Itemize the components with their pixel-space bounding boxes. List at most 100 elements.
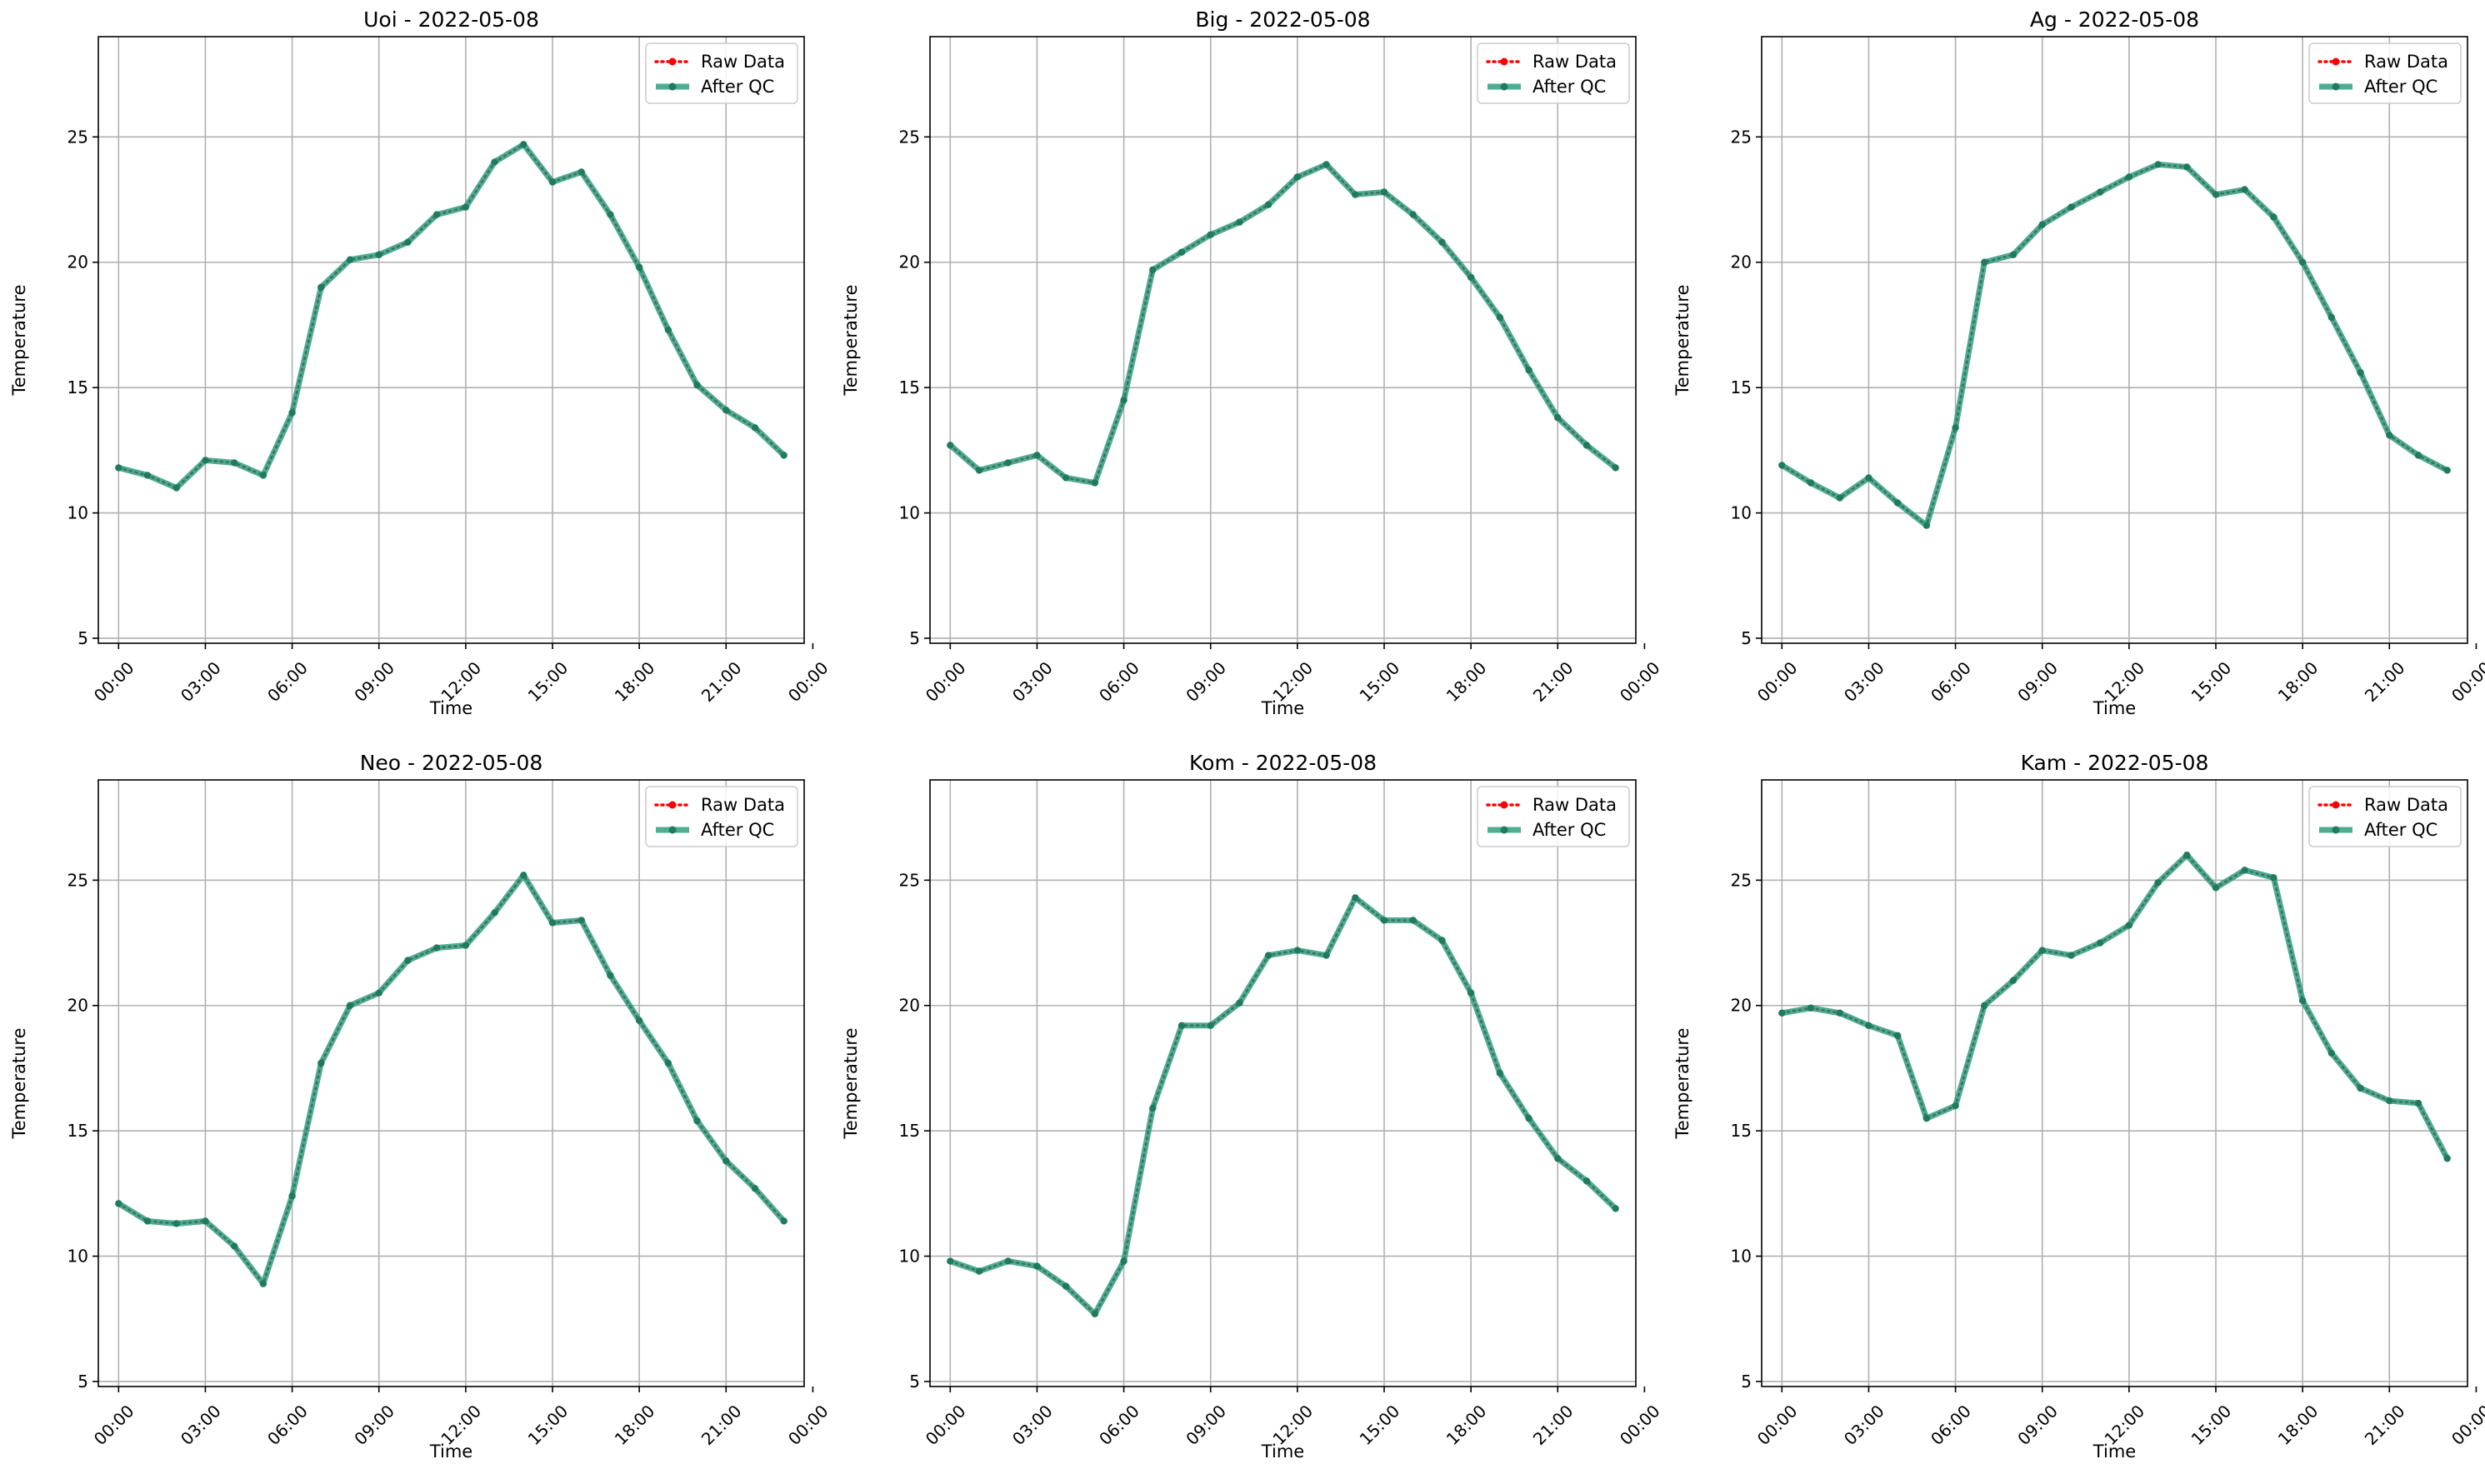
chart-0-xtick-label-0: 00:00 xyxy=(90,657,138,706)
chart-2-point-12 xyxy=(2125,173,2133,181)
chart-3-legend-raw-marker xyxy=(668,801,677,809)
chart-3-point-4 xyxy=(230,1242,238,1250)
chart-1-ytick-label-4: 25 xyxy=(899,127,920,147)
chart-2-legend-raw-label: Raw Data xyxy=(2364,52,2448,72)
chart-5-point-17 xyxy=(2270,874,2278,882)
chart-5-legend-raw-marker xyxy=(2332,801,2340,809)
chart-4-point-19 xyxy=(1496,1069,1504,1077)
chart-1-point-20 xyxy=(1525,366,1532,374)
chart-4-legend-qc-marker xyxy=(1500,826,1508,834)
chart-5-xtick-label-6: 18:00 xyxy=(2274,1401,2322,1449)
chart-1-ylabel: Temperature xyxy=(841,284,861,396)
chart-3-xtick-label-2: 06:00 xyxy=(263,1401,312,1449)
chart-1-frame xyxy=(929,36,1637,644)
chart-0-point-10 xyxy=(404,238,412,246)
chart-3-point-13 xyxy=(491,909,498,917)
chart-2-point-23 xyxy=(2443,467,2451,474)
chart-3-point-15 xyxy=(548,919,557,927)
chart-3-xtick-label-1: 03:00 xyxy=(177,1401,225,1449)
chart-2-xlabel: Time xyxy=(2092,698,2136,718)
chart-2-point-4 xyxy=(1893,499,1902,507)
chart-1-point-1 xyxy=(975,467,983,474)
chart-1-point-23 xyxy=(1612,464,1619,472)
chart-0-legend-qc-label: After QC xyxy=(701,77,774,97)
chart-4-ytick-label-1: 10 xyxy=(899,1247,920,1267)
chart-4-point-23 xyxy=(1612,1205,1619,1212)
chart-3-ytick-label-4: 25 xyxy=(68,870,88,890)
chart-1-point-3 xyxy=(1033,452,1041,459)
chart-4-point-10 xyxy=(1236,999,1243,1007)
chart-3-point-22 xyxy=(751,1185,759,1192)
chart-2-point-11 xyxy=(2096,188,2104,196)
chart-5-xlabel: Time xyxy=(2092,1442,2136,1462)
chart-2-xtick-label-5: 15:00 xyxy=(2188,657,2236,706)
chart-3-point-17 xyxy=(607,972,614,979)
chart-4-point-0 xyxy=(947,1257,954,1265)
chart-2-ytick-label-3: 20 xyxy=(1731,252,1752,272)
chart-3-point-2 xyxy=(172,1220,180,1227)
chart-4-point-15 xyxy=(1380,917,1388,924)
chart-4-legend: Raw Data After QC xyxy=(1477,786,1630,847)
chart-1-point-11 xyxy=(1264,201,1272,208)
chart-4-point-13 xyxy=(1322,952,1330,959)
chart-5-series-raw-overlay xyxy=(1781,853,2448,1160)
chart-3-ytick-label-2: 15 xyxy=(68,1121,88,1141)
chart-2-ytick-label-0: 5 xyxy=(1741,628,1752,648)
chart-2-point-14 xyxy=(2183,163,2191,171)
chart-5-point-18 xyxy=(2298,997,2307,1004)
chart-3-point-8 xyxy=(346,1002,354,1009)
chart-0-point-4 xyxy=(230,459,238,467)
chart-5-legend-qc-label: After QC xyxy=(2364,820,2438,840)
chart-4-point-14 xyxy=(1352,894,1359,902)
chart-0-xlabel: Time xyxy=(429,698,472,718)
chart-1-point-21 xyxy=(1554,414,1562,422)
chart-2-frame xyxy=(1761,36,2468,644)
chart-1-legend-raw-label: Raw Data xyxy=(1532,52,1617,72)
chart-5-point-22 xyxy=(2414,1099,2422,1107)
chart-4-point-18 xyxy=(1467,989,1475,997)
chart-2-title: Ag - 2022-05-08 xyxy=(2030,7,2199,32)
chart-3-point-16 xyxy=(578,917,585,924)
chart-4-frame xyxy=(929,779,1637,1387)
chart-2-xtick-label-1: 03:00 xyxy=(1840,657,1888,706)
chart-3-ytick-label-0: 5 xyxy=(78,1372,88,1392)
chart-1-xtick-label-3: 09:00 xyxy=(1182,657,1230,706)
chart-5-point-6 xyxy=(1952,1102,1959,1110)
chart-0-legend-qc-marker xyxy=(668,82,677,91)
chart-2-point-16 xyxy=(2241,186,2248,193)
chart-0-legend-raw-marker xyxy=(668,57,677,66)
chart-1-point-7 xyxy=(1149,266,1157,273)
chart-0-point-12 xyxy=(462,203,470,211)
chart-2-point-15 xyxy=(2212,191,2220,198)
chart-0-point-3 xyxy=(202,457,209,464)
chart-0-point-18 xyxy=(635,263,643,271)
chart-2-point-10 xyxy=(2068,203,2075,211)
chart-2-point-13 xyxy=(2154,161,2162,168)
chart-2-point-5 xyxy=(1922,522,1931,529)
chart-3-title: Neo - 2022-05-08 xyxy=(360,751,543,775)
chart-5-point-16 xyxy=(2241,867,2248,874)
chart-3-point-20 xyxy=(693,1117,701,1125)
chart-4-xtick-label-0: 00:00 xyxy=(922,1401,970,1449)
chart-0-plot-area xyxy=(98,37,804,643)
chart-5-xtick-label-5: 15:00 xyxy=(2188,1401,2236,1449)
chart-2-xtick-label-7: 21:00 xyxy=(2361,657,2409,706)
chart-5-point-14 xyxy=(2183,852,2191,859)
chart-2-point-7 xyxy=(1981,258,1988,266)
chart-3-xtick-label-8: 00:00 xyxy=(784,1401,832,1449)
chart-4-point-4 xyxy=(1062,1282,1070,1290)
chart-5-xtick-label-2: 06:00 xyxy=(1927,1401,1975,1449)
chart-0-point-5 xyxy=(259,472,268,479)
chart-2-series-raw-overlay xyxy=(1781,163,2448,527)
chart-0-point-16 xyxy=(578,168,585,176)
chart-3-plot-area xyxy=(98,780,804,1387)
chart-4-point-12 xyxy=(1293,947,1302,954)
chart-4-ytick-label-3: 20 xyxy=(899,996,920,1016)
chart-4: 00:00 03:00 06:00 09:00 12:00 15:00 18:00 21:00… xyxy=(841,751,1664,1462)
chart-1-title: Big - 2022-05-08 xyxy=(1195,7,1370,32)
chart-2-point-3 xyxy=(1865,474,1872,482)
chart-1-legend: Raw Data After QC xyxy=(1477,42,1630,104)
chart-5-frame xyxy=(1761,779,2468,1387)
chart-2-point-6 xyxy=(1952,424,1959,432)
chart-0-point-1 xyxy=(143,472,152,479)
